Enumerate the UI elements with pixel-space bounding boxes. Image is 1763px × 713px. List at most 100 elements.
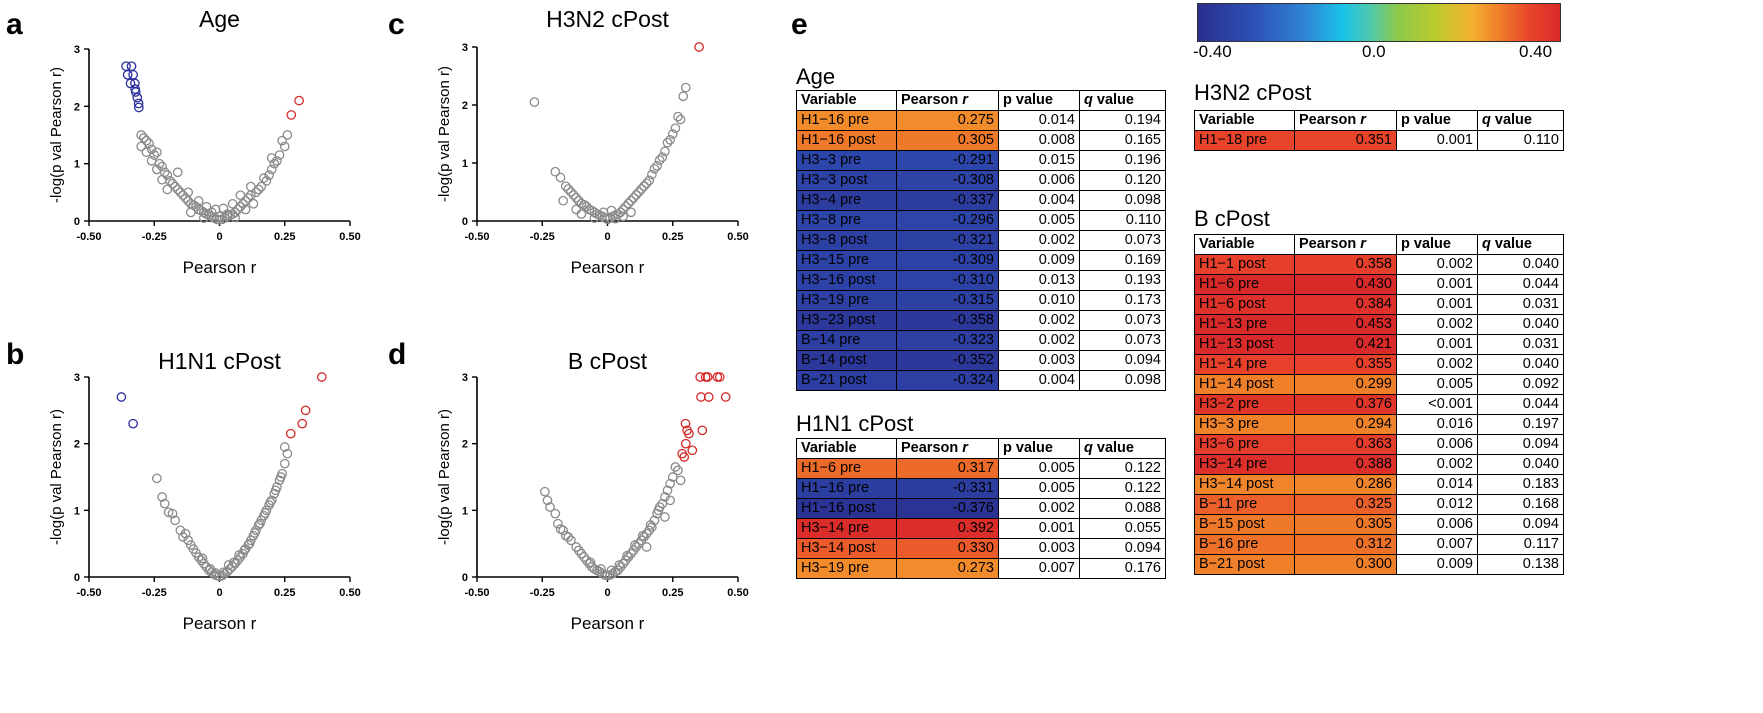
y-tick-label: 2 xyxy=(74,101,80,113)
cell-variable: B−15 post xyxy=(1194,514,1295,535)
data-point-red xyxy=(687,445,698,456)
table-row: H3−2 pre 0.376 <0.001 0.044 xyxy=(1194,394,1564,415)
x-tick-label: 0 xyxy=(216,231,222,243)
table-row: B−14 post -0.352 0.003 0.094 xyxy=(796,350,1166,371)
data-point-gray xyxy=(596,564,606,574)
cell-variable: H3−3 pre xyxy=(796,150,897,171)
data-point-blue xyxy=(116,392,127,402)
table-row: B−15 post 0.305 0.006 0.094 xyxy=(1194,514,1564,535)
cell-pearson-r: 0.358 xyxy=(1294,254,1397,275)
table-row: H1−13 pre 0.453 0.002 0.040 xyxy=(1194,314,1564,335)
axes: -0.50 -0.25 0 0.25 0.50 0 1 2 3 xyxy=(462,372,749,599)
cell-q-value: 0.169 xyxy=(1079,250,1166,271)
data-point-gray xyxy=(146,144,157,155)
chart-title: Age xyxy=(199,6,240,32)
data-point-gray xyxy=(172,167,183,178)
data-point-gray xyxy=(274,150,285,160)
data-point-blue xyxy=(125,78,136,89)
cell-variable: B−14 pre xyxy=(796,330,897,351)
cell-q-value: 0.031 xyxy=(1477,334,1564,355)
cell-pearson-r: 0.388 xyxy=(1294,454,1397,475)
table-title-h1n1: H1N1 cPost xyxy=(796,411,914,436)
data-point-gray xyxy=(248,198,259,209)
cell-p-value: 0.001 xyxy=(998,518,1080,539)
x-tick-label: -0.25 xyxy=(142,231,167,243)
data-point-gray xyxy=(662,485,673,496)
data-point-gray xyxy=(218,567,229,578)
data-point-gray xyxy=(665,495,675,506)
table-row: H3−19 pre 0.273 0.007 0.176 xyxy=(796,558,1166,579)
data-point-gray xyxy=(639,181,649,192)
data-point-gray xyxy=(175,525,186,536)
data-point-gray xyxy=(647,169,657,180)
data-point-red xyxy=(720,392,731,402)
data-point-gray xyxy=(678,91,689,102)
cell-p-value: 0.006 xyxy=(1396,434,1478,455)
header-p-value: p value xyxy=(998,438,1080,459)
cell-q-value: 0.098 xyxy=(1079,190,1166,211)
data-point-gray xyxy=(585,557,596,568)
data-point-gray xyxy=(272,155,282,166)
data-point-gray xyxy=(675,475,686,486)
x-tick-label: -0.25 xyxy=(530,231,555,243)
cell-q-value: 0.110 xyxy=(1477,130,1564,151)
y-axis-label: -log(p val Pearson r) xyxy=(48,409,65,545)
data-point-gray xyxy=(282,130,293,140)
cell-q-value: 0.044 xyxy=(1477,274,1564,295)
x-tick-label: 0.25 xyxy=(274,587,295,599)
cell-pearson-r: -0.309 xyxy=(896,250,999,271)
data-point-gray xyxy=(529,97,540,107)
data-point-gray xyxy=(680,82,691,93)
table-row: H1−1 post 0.358 0.002 0.040 xyxy=(1194,254,1564,275)
data-point-gray xyxy=(542,495,553,506)
data-point-gray xyxy=(229,557,239,568)
x-tick-label: 0.50 xyxy=(339,587,360,599)
data-point-blue xyxy=(128,69,138,80)
cell-q-value: 0.196 xyxy=(1079,150,1166,171)
cell-pearson-r: 0.325 xyxy=(1294,494,1397,515)
x-tick-label: 0.50 xyxy=(727,231,748,243)
data-points xyxy=(540,372,731,581)
data-point-gray xyxy=(576,209,587,219)
cell-variable: B−14 post xyxy=(796,350,897,371)
cell-q-value: 0.094 xyxy=(1079,538,1166,559)
cell-pearson-r: -0.331 xyxy=(896,478,999,499)
data-point-gray xyxy=(660,512,670,522)
data-point-gray xyxy=(571,192,582,203)
cell-p-value: 0.004 xyxy=(998,190,1080,211)
cell-variable: H3−4 pre xyxy=(796,190,897,211)
header-pearson-r: Pearson r xyxy=(896,438,999,459)
data-point-gray xyxy=(183,187,194,198)
cell-variable: H1−6 post xyxy=(1194,294,1295,315)
data-point-blue xyxy=(128,418,138,429)
table-row: H3−14 pre 0.388 0.002 0.040 xyxy=(1194,454,1564,475)
colorbar-min-label: -0.40 xyxy=(1193,42,1232,61)
cell-p-value: 0.010 xyxy=(998,290,1080,311)
cell-variable: H1−18 pre xyxy=(1194,130,1295,151)
data-point-gray xyxy=(227,198,238,209)
cell-variable: B−21 post xyxy=(796,370,897,391)
scatter-plot-h1n1: H1N1 cPost -0.50 -0.25 0 0.25 0.50 0 1 2 3 Pearson… xyxy=(48,348,361,633)
data-point-gray xyxy=(245,181,256,192)
cell-variable: H1−16 post xyxy=(796,498,897,519)
panel-label-e: e xyxy=(791,8,808,41)
cell-pearson-r: -0.337 xyxy=(896,190,999,211)
table-title-h3n2: H3N2 cPost xyxy=(1194,80,1312,105)
cell-pearson-r: -0.324 xyxy=(896,370,999,391)
data-point-gray xyxy=(275,472,286,482)
data-point-gray xyxy=(560,530,571,541)
y-tick-label: 1 xyxy=(74,159,80,171)
data-point-gray xyxy=(172,184,183,195)
header-variable: Variable xyxy=(796,90,897,111)
data-point-gray xyxy=(550,166,561,177)
data-point-gray xyxy=(568,190,579,200)
data-point-red xyxy=(684,428,694,439)
cell-pearson-r: 0.273 xyxy=(896,558,999,579)
data-point-gray xyxy=(545,502,555,512)
data-point-red xyxy=(697,425,708,436)
data-point-gray xyxy=(667,129,678,139)
